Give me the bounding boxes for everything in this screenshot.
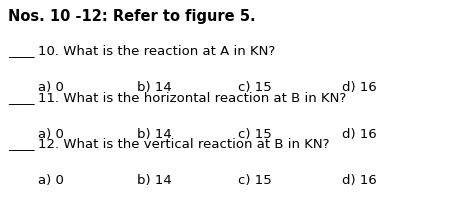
Text: b) 14: b) 14 [137, 128, 172, 141]
Text: b) 14: b) 14 [137, 174, 172, 187]
Text: c) 15: c) 15 [238, 128, 272, 141]
Text: ____: ____ [8, 45, 35, 58]
Text: d) 16: d) 16 [342, 81, 377, 94]
Text: a) 0: a) 0 [38, 81, 64, 94]
Text: b) 14: b) 14 [137, 81, 172, 94]
Text: 12. What is the vertical reaction at B in KN?: 12. What is the vertical reaction at B i… [38, 138, 330, 151]
Text: c) 15: c) 15 [238, 174, 272, 187]
Text: c) 15: c) 15 [238, 81, 272, 94]
Text: Nos. 10 -12: Refer to figure 5.: Nos. 10 -12: Refer to figure 5. [8, 9, 256, 24]
Text: ____: ____ [8, 138, 35, 151]
Text: 11. What is the horizontal reaction at B in KN?: 11. What is the horizontal reaction at B… [38, 92, 346, 105]
Text: ____: ____ [8, 92, 35, 105]
Text: a) 0: a) 0 [38, 174, 64, 187]
Text: 10. What is the reaction at A in KN?: 10. What is the reaction at A in KN? [38, 45, 275, 58]
Text: d) 16: d) 16 [342, 174, 377, 187]
Text: a) 0: a) 0 [38, 128, 64, 141]
Text: d) 16: d) 16 [342, 128, 377, 141]
